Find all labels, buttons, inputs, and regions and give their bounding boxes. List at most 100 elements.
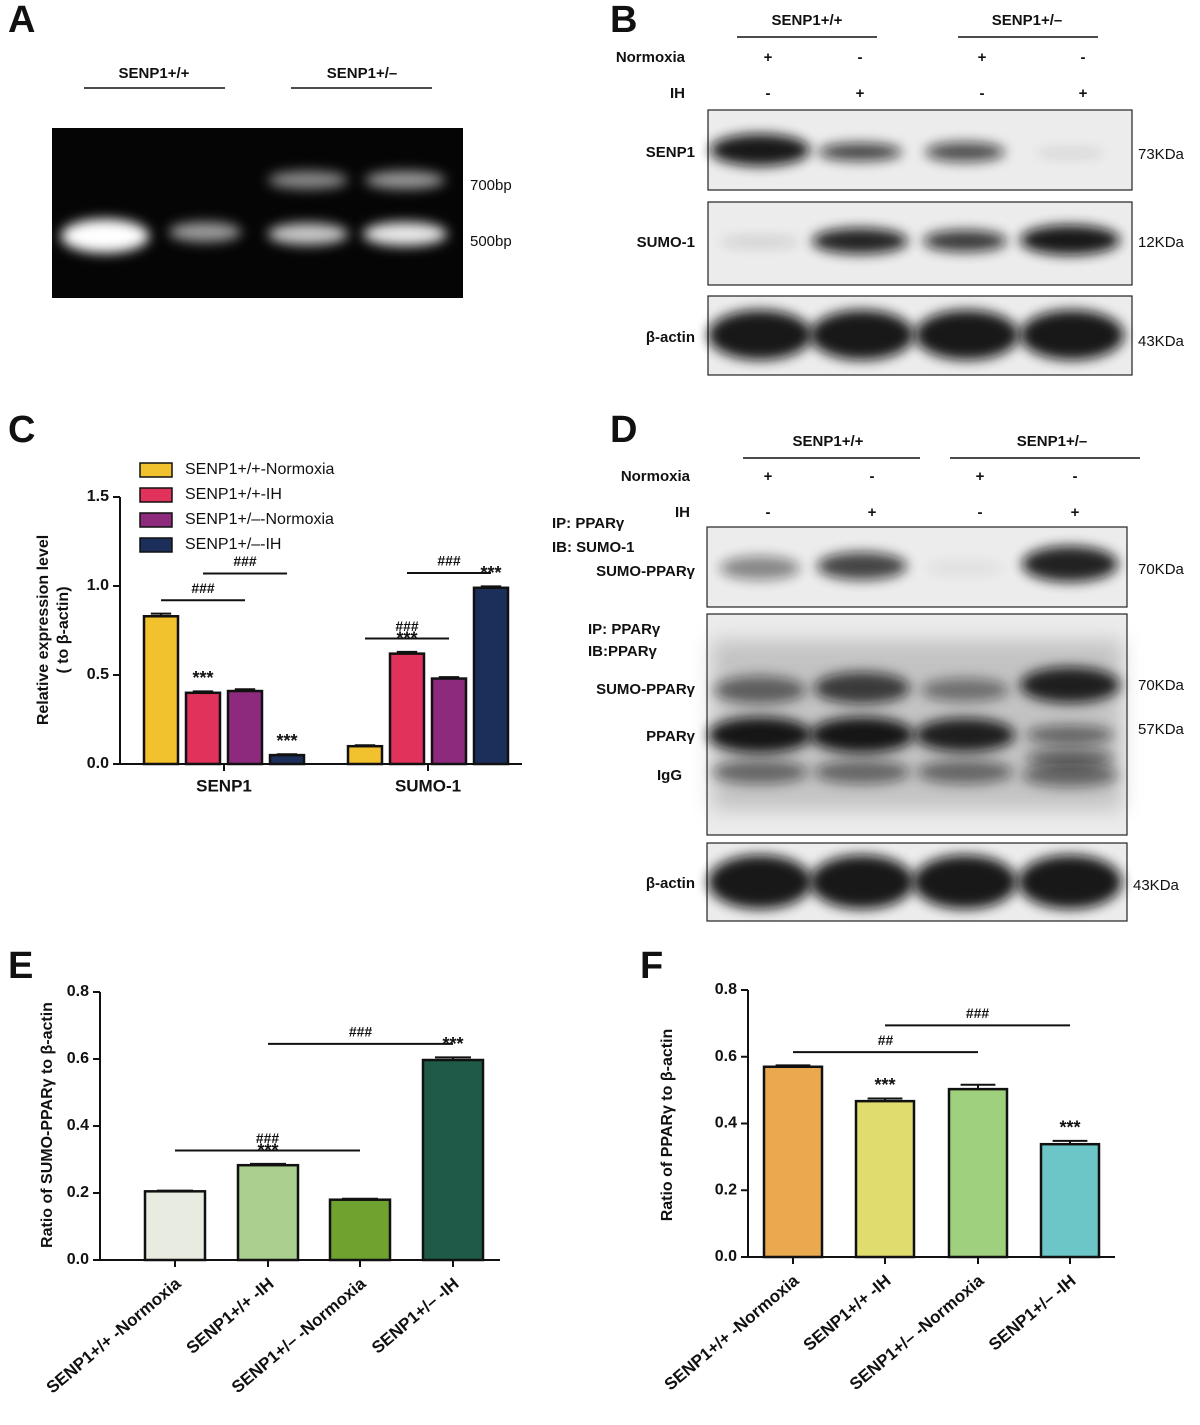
y-tick-label: 0.2 [715,1181,737,1198]
y-tick-label: 0.8 [67,983,89,1000]
bar [184,691,222,766]
significance: ### [966,1005,990,1021]
bar [762,1065,824,1259]
size-label: 73KDa [1138,146,1185,163]
panel-letter: B [610,0,637,41]
error-bar [342,1197,378,1200]
y-tick-label: 0.0 [87,755,109,772]
sign: - [1073,468,1078,485]
bar [226,689,264,766]
group-label: SENP1+/+ [119,65,190,82]
significance: ### [233,553,257,569]
blot-label: PPARγ [646,728,696,745]
sign: - [766,85,771,102]
bar [421,1058,485,1262]
blot [707,295,1133,376]
error-bar [354,744,376,747]
bar [854,1099,916,1259]
x-tick-label: SENP1+/+ -IH [800,1271,895,1355]
sign: + [1071,504,1080,521]
error-bar [438,676,460,679]
panel-letter: F [640,945,663,987]
error-bar [960,1083,996,1090]
sign: + [1079,85,1088,102]
error-bar [192,690,214,693]
x-tick-label: SENP1+/+ -Normoxia [661,1271,803,1395]
blot-label: IB: SUMO-1 [552,539,635,556]
blot [707,109,1133,191]
legend-label: SENP1+/+-IH [185,486,282,503]
x-tick-label: SENP1+/+ -IH [183,1274,278,1358]
significance: ### [349,1024,373,1040]
sign: - [978,504,983,521]
blot-label: SUMO-PPARγ [596,563,696,580]
error-bar [234,688,256,692]
legend-label: SENP1+/–-IH [185,536,281,553]
y-axis-label: Ratio of PPARγ to β-actin [659,1029,676,1222]
y-tick-label: 0.4 [715,1115,737,1132]
size-label: 43KDa [1133,877,1180,894]
sign: - [870,468,875,485]
significance: ### [437,553,461,569]
panel-letter: C [8,409,35,451]
y-tick-label: 0.0 [715,1248,737,1265]
x-tick-label: SENP1 [196,776,252,795]
size-label: 57KDa [1138,721,1185,738]
bar [142,615,180,766]
y-axis-label: Ratio of SUMO-PPARγ to β-actin [39,1002,56,1248]
marker-label: 500bp [470,233,512,250]
gel [52,128,463,298]
blot [706,842,1128,922]
y-tick-label: 0.5 [87,666,109,683]
group-label: SENP1+/+ [793,433,864,450]
marker-label: 700bp [470,177,512,194]
blot [706,526,1128,608]
legend-label: SENP1+/+-Normoxia [185,461,334,478]
error-bar [157,1189,193,1192]
bar [1039,1142,1101,1259]
y-tick-label: 0.2 [67,1184,89,1201]
bar [472,586,510,766]
significance: ### [256,1130,280,1146]
y-tick-label: 0.8 [715,981,737,998]
blot [706,613,1128,836]
bar [430,677,468,766]
size-label: 70KDa [1138,561,1185,578]
bar [236,1163,300,1262]
blot-label: IB:PPARγ [588,643,658,660]
legend-swatch [139,537,173,553]
y-tick-label: 0.0 [67,1251,89,1268]
size-label: 12KDa [1138,234,1185,251]
blot-label: IP: PPARγ [588,621,661,638]
error-bar [867,1097,903,1102]
condition-label: IH [675,504,690,521]
significance: *** [276,731,297,751]
blot-label: β-actin [646,875,695,892]
sign: - [1081,49,1086,66]
condition-label: IH [670,85,685,102]
group-label: SENP1+/+ [772,12,843,29]
sign: + [976,468,985,485]
error-bar [150,612,172,617]
significance: ## [878,1032,894,1048]
y-tick-label: 0.6 [67,1050,89,1067]
y-axis-label: ( to β-actin) [55,586,72,673]
significance: ### [395,618,419,634]
bar [268,753,306,766]
bar [346,744,384,766]
blot-label: SUMO-PPARγ [596,681,696,698]
y-tick-label: 1.5 [87,488,109,505]
blot-label: β-actin [646,329,695,346]
x-tick-label: SENP1+/+ -Normoxia [43,1274,185,1398]
significance: *** [1059,1118,1080,1138]
blot-label: SENP1 [646,144,695,161]
blot [707,201,1133,286]
x-tick-label: SUMO-1 [395,776,461,795]
error-bar [1052,1139,1088,1145]
legend-swatch [139,512,173,528]
legend-swatch [139,487,173,503]
condition-label: Normoxia [616,49,686,66]
y-tick-label: 0.6 [715,1048,737,1065]
error-bar [480,585,502,588]
